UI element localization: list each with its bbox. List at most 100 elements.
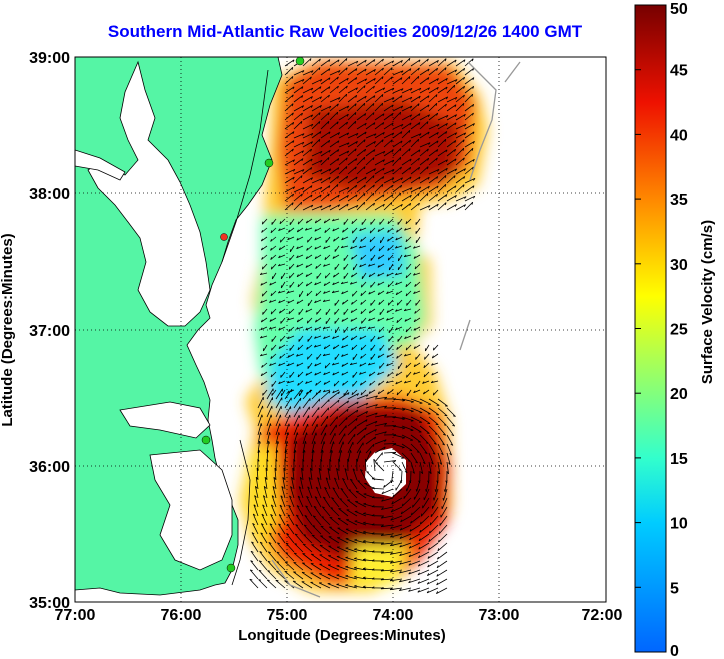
vector-arrowhead bbox=[314, 237, 317, 241]
velocity-vector bbox=[347, 409, 359, 418]
vector-arrowhead bbox=[366, 471, 370, 473]
velocity-vector bbox=[338, 433, 346, 445]
vector-arrowhead bbox=[346, 114, 349, 117]
velocity-vector bbox=[310, 563, 322, 571]
velocity-vector bbox=[419, 407, 431, 415]
velocity-vector bbox=[322, 496, 331, 508]
vector-arrowhead bbox=[342, 477, 345, 481]
velocity-vector bbox=[355, 501, 367, 508]
vector-arrowhead bbox=[410, 520, 412, 524]
velocity-vector bbox=[347, 417, 358, 427]
vector-arrowhead bbox=[373, 122, 376, 126]
velocity-vector bbox=[446, 425, 455, 437]
vector-arrowhead bbox=[334, 477, 337, 480]
vector-arrowhead bbox=[389, 578, 393, 582]
velocity-vector bbox=[360, 344, 367, 351]
velocity-vector bbox=[311, 178, 323, 184]
vector-arrowhead bbox=[399, 111, 402, 115]
velocity-vector bbox=[408, 578, 421, 584]
vector-arrowhead bbox=[346, 176, 349, 179]
velocity-vector bbox=[359, 371, 367, 375]
vector-arrowhead bbox=[436, 132, 439, 135]
velocity-vector bbox=[284, 103, 294, 112]
vector-arrowhead bbox=[333, 441, 335, 445]
vector-arrowhead bbox=[278, 228, 281, 231]
vector-arrowhead bbox=[428, 539, 431, 542]
velocity-vector bbox=[360, 469, 367, 481]
velocity-vector bbox=[295, 514, 304, 526]
vector-arrowhead bbox=[261, 256, 263, 260]
vector-arrowhead bbox=[285, 449, 288, 453]
velocity-vector bbox=[464, 93, 473, 103]
vector-arrowhead bbox=[429, 522, 432, 526]
vector-arrowhead bbox=[424, 356, 426, 360]
velocity-vector bbox=[354, 558, 367, 562]
vector-arrowhead bbox=[296, 505, 300, 508]
velocity-vector bbox=[401, 139, 411, 148]
velocity-vector bbox=[417, 578, 430, 584]
velocity-vector bbox=[314, 299, 322, 304]
velocity-vector bbox=[350, 281, 358, 285]
velocity-vector bbox=[320, 139, 330, 148]
vector-arrowhead bbox=[368, 318, 371, 321]
velocity-vector bbox=[437, 425, 447, 436]
vector-arrowhead bbox=[472, 77, 475, 81]
vector-arrowhead bbox=[318, 67, 321, 71]
vector-arrowhead bbox=[408, 58, 411, 61]
velocity-vector bbox=[437, 138, 447, 148]
velocity-vector bbox=[365, 69, 376, 76]
vector-arrowhead bbox=[462, 103, 465, 106]
vector-arrowhead bbox=[323, 220, 326, 224]
vector-arrowhead bbox=[309, 58, 312, 62]
vector-arrowhead bbox=[413, 364, 416, 367]
vector-arrowhead bbox=[327, 407, 330, 411]
vector-arrowhead bbox=[417, 193, 420, 197]
velocity-vector bbox=[437, 103, 447, 112]
velocity-vector bbox=[329, 149, 340, 157]
vector-arrowhead bbox=[319, 131, 322, 134]
vector-arrowhead bbox=[444, 67, 447, 71]
vector-arrowhead bbox=[399, 527, 403, 531]
velocity-vector bbox=[369, 380, 376, 386]
vector-arrowhead bbox=[453, 175, 456, 179]
vector-arrowhead bbox=[473, 178, 476, 181]
vector-arrowhead bbox=[332, 390, 335, 394]
vector-arrowhead bbox=[444, 184, 447, 187]
velocity-vector bbox=[372, 478, 385, 481]
velocity-vector bbox=[431, 362, 439, 366]
velocity-vector bbox=[347, 77, 358, 85]
vector-arrowhead bbox=[287, 300, 290, 304]
velocity-vector bbox=[383, 479, 394, 488]
vector-arrowhead bbox=[380, 560, 384, 563]
vector-arrowhead bbox=[381, 139, 384, 143]
vector-arrowhead bbox=[377, 229, 380, 232]
velocity-vector bbox=[380, 578, 394, 581]
velocity-vector bbox=[444, 479, 448, 492]
vector-arrowhead bbox=[320, 178, 323, 181]
velocity-vector bbox=[293, 552, 304, 562]
velocity-vector bbox=[356, 442, 364, 454]
velocity-vector bbox=[293, 70, 305, 76]
vector-arrowhead bbox=[289, 257, 291, 261]
vector-arrowhead bbox=[413, 319, 416, 322]
velocity-vector bbox=[352, 353, 358, 361]
vector-arrowhead bbox=[413, 291, 416, 294]
velocity-vector bbox=[410, 149, 421, 157]
velocity-vector bbox=[369, 371, 376, 377]
station-marker bbox=[201, 435, 211, 445]
vector-arrowhead bbox=[363, 193, 366, 197]
vector-arrowhead bbox=[374, 133, 377, 136]
vector-arrowhead bbox=[387, 229, 389, 233]
velocity-vector bbox=[293, 432, 298, 445]
velocity-vector bbox=[387, 236, 394, 242]
vector-arrowhead bbox=[337, 132, 340, 136]
velocity-vector bbox=[455, 168, 466, 175]
vector-arrowhead bbox=[270, 374, 273, 378]
vector-arrowhead bbox=[301, 158, 304, 162]
vector-arrowhead bbox=[329, 105, 332, 109]
velocity-vector bbox=[338, 166, 348, 175]
velocity-vector bbox=[406, 299, 412, 306]
vector-arrowhead bbox=[360, 311, 363, 315]
vector-arrowhead bbox=[410, 420, 414, 422]
